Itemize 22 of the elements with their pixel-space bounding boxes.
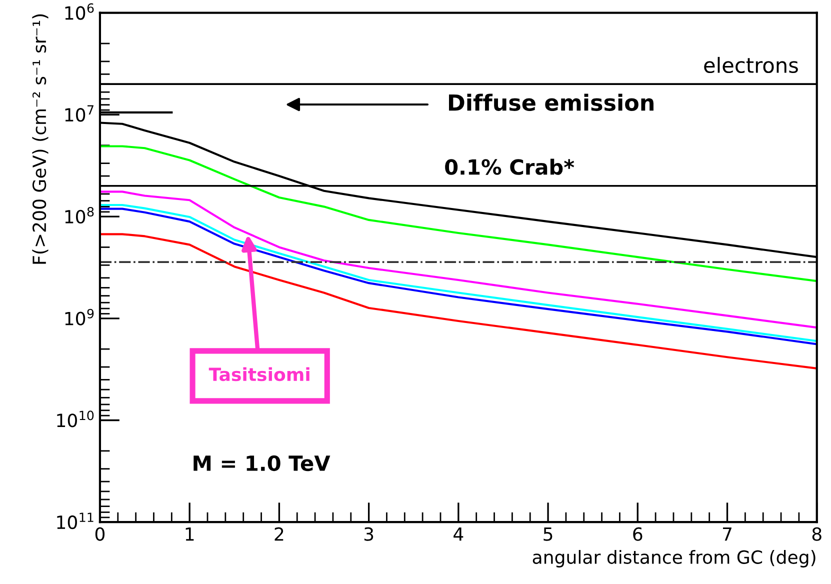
y-axis-title: F(>200 GeV) (cm⁻² s⁻¹ sr⁻¹) bbox=[32, 14, 48, 264]
x-tick-label: 8 bbox=[812, 527, 822, 541]
y-tick-label: 10$^{7}$ bbox=[65, 105, 94, 122]
annotation: Tasitsiomi bbox=[208, 367, 310, 382]
y-tick-label: 10$^{6}$ bbox=[65, 3, 94, 20]
x-tick-label: 5 bbox=[544, 528, 552, 541]
x-tick-label: 4 bbox=[454, 528, 464, 541]
y-tick-label: 10$^{10}$ bbox=[57, 410, 94, 428]
y-tick-label: 10$^{9}$ bbox=[65, 308, 94, 326]
x-tick-label: 6 bbox=[633, 527, 642, 541]
ref-line-label: electrons bbox=[704, 56, 798, 74]
annotation: Diffuse emission bbox=[448, 94, 654, 111]
x-axis-title: angular distance from GC (deg) bbox=[532, 550, 816, 568]
x-tick-label: 3 bbox=[364, 527, 374, 541]
x-tick-label: 7 bbox=[722, 528, 732, 541]
x-tick-label: 2 bbox=[274, 527, 284, 541]
y-tick-label: 10$^{11}$ bbox=[57, 512, 94, 530]
x-tick-label: 1 bbox=[186, 528, 194, 541]
annotation: M = 1.0 TeV bbox=[194, 455, 330, 472]
y-tick-label: 10$^{8}$ bbox=[65, 206, 94, 224]
x-tick-label: 0 bbox=[95, 527, 105, 541]
ref-line-label: 0.1% Crab* bbox=[445, 158, 574, 175]
